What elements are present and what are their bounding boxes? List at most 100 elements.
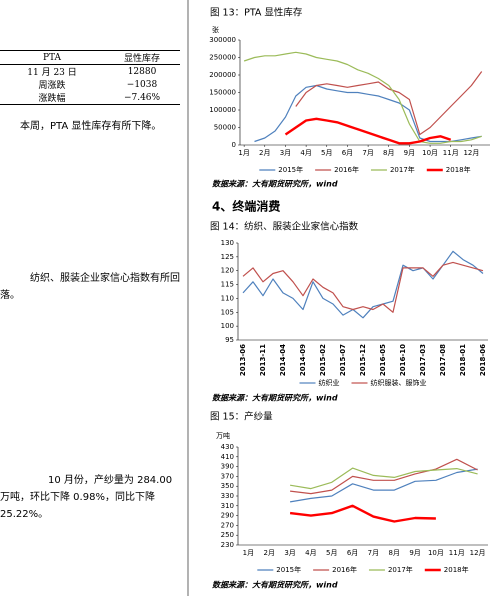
x-tick-label: 3月 — [284, 549, 295, 557]
x-tick-label: 7月 — [362, 149, 373, 157]
legend-label: 2017年 — [388, 565, 413, 574]
legend-label: 2015年 — [278, 165, 303, 174]
y-tick-label: 0 — [232, 141, 236, 149]
line — [284, 117, 452, 145]
x-tick-label: 2月 — [259, 149, 270, 157]
x-tick-label: 10月 — [422, 149, 438, 157]
line — [295, 71, 483, 136]
legend-label: 2017年 — [390, 165, 415, 174]
y-tick-label: 300000 — [209, 36, 236, 44]
x-tick-label: 6月 — [347, 549, 358, 557]
x-tick-label: 2月 — [264, 549, 275, 557]
legend-label: 纺织服装、服饰业 — [371, 378, 427, 387]
y-tick-label: 430 — [221, 443, 234, 451]
x-tick-label: 8月 — [383, 149, 394, 157]
y-tick-label: 250000 — [209, 54, 236, 62]
y-axis-label: 万吨 — [216, 431, 230, 440]
legend-label: 纺织业 — [319, 378, 340, 387]
inventory-table: PTA 显性库存 11 月 23 日 12880 周涨跌 −1038 涨跌幅 −7.46… — [0, 50, 180, 105]
legend-label: 2016年 — [334, 165, 359, 174]
line — [242, 261, 484, 313]
x-tick-label: 11月 — [443, 149, 459, 157]
cell: −1038 — [126, 79, 158, 90]
cell: 周涨跌 — [38, 81, 66, 91]
x-tick-label: 8月 — [389, 549, 400, 557]
x-tick-label: 2015-12 — [359, 344, 367, 376]
source-note: 数据来源：大有期货研究所，wind — [212, 180, 338, 189]
y-tick-label: 200000 — [209, 71, 236, 79]
x-tick-label: 4月 — [300, 149, 311, 157]
cell: 涨跌幅 — [0, 91, 105, 105]
y-tick-label: 410 — [221, 453, 234, 461]
y-tick-label: 50000 — [214, 124, 236, 132]
cell: 显性库存 — [104, 50, 180, 65]
y-tick-label: 105 — [221, 308, 234, 316]
source-note: 数据来源：大有期货研究所，wind — [212, 581, 338, 590]
y-tick-label: 120 — [221, 267, 234, 275]
x-tick-label: 3月 — [280, 149, 291, 157]
y-tick-label: 350 — [221, 482, 234, 490]
x-tick-label: 4月 — [305, 549, 316, 557]
x-tick-label: 2015-02 — [319, 344, 327, 376]
legend: 纺织业 纺织服装、服饰业 — [299, 378, 427, 387]
legend-label: 2015年 — [276, 565, 301, 574]
x-tick-label: 2018-01 — [459, 344, 467, 376]
y-tick-label: 310 — [221, 502, 234, 510]
x-tick-label: 2017-03 — [419, 344, 427, 376]
x-tick-label: 2014-04 — [279, 344, 287, 376]
line — [254, 84, 482, 143]
x-tick-label: 2015-07 — [339, 344, 347, 376]
cell: 12880 — [127, 66, 157, 77]
y-tick-label: 150000 — [209, 89, 236, 97]
line — [243, 51, 482, 144]
y-tick-label: 290 — [221, 512, 234, 520]
line — [290, 467, 478, 490]
y-tick-label: 330 — [221, 492, 234, 500]
x-tick-label: 6月 — [342, 149, 353, 157]
y-tick-label: 370 — [221, 472, 234, 480]
line — [290, 468, 478, 503]
y-tick-label: 390 — [221, 463, 234, 471]
x-tick-label: 7月 — [368, 549, 379, 557]
x-tick-label: 2016-10 — [399, 344, 407, 376]
line — [289, 504, 436, 523]
y-tick-label: 100000 — [209, 106, 236, 114]
legend: 2015年 2016年 2017年 2018年 — [257, 565, 469, 574]
paragraph: 纺织、服装企业家信心指数有所回落。 — [0, 273, 180, 301]
x-tick-label: 2014-09 — [299, 344, 307, 376]
x-tick-label: 5月 — [321, 149, 332, 157]
y-tick-label: 270 — [221, 521, 234, 529]
chart-title: 图 13：PTA 显性库存 — [210, 7, 303, 19]
y-tick-label: 110 — [221, 294, 234, 302]
x-tick-label: 1月 — [238, 149, 249, 157]
x-tick-label: 2013-06 — [239, 344, 247, 376]
y-tick-label: 95 — [225, 336, 234, 344]
x-tick-label: 2018-06 — [479, 344, 487, 376]
y-tick-label: 125 — [221, 253, 234, 261]
y-tick-label: 250 — [221, 531, 234, 539]
y-axis-label: 张 — [212, 25, 219, 34]
x-tick-label: 11月 — [449, 549, 465, 557]
cell: 11 月 23 日 — [27, 68, 77, 78]
line — [242, 250, 484, 319]
paragraph: 10 月份，产纱量为 284.00 万吨，环比下降 0.98%，同比下降 25.… — [0, 475, 173, 520]
y-tick-label: 230 — [221, 541, 234, 549]
chart-title: 图 14：纺织、服装企业家信心指数 — [210, 221, 359, 233]
y-tick-label: 100 — [221, 322, 234, 330]
x-tick-label: 2016-05 — [379, 344, 387, 376]
cell: −7.46% — [104, 91, 180, 105]
x-tick-label: 2013-11 — [259, 344, 267, 376]
line — [290, 458, 478, 495]
x-tick-label: 12月 — [470, 549, 486, 557]
y-tick-label: 130 — [221, 239, 234, 247]
source-note: 数据来源：大有期货研究所，wind — [212, 394, 338, 403]
x-tick-label: 2017-08 — [439, 344, 447, 376]
x-tick-label: 1月 — [243, 549, 254, 557]
x-tick-label: 5月 — [326, 549, 337, 557]
x-tick-label: 10月 — [428, 549, 444, 557]
x-tick-label: 9月 — [404, 149, 415, 157]
x-tick-label: 9月 — [409, 549, 420, 557]
legend-label: 2016年 — [332, 565, 357, 574]
legend: 2015年 2016年 2017年 2018年 — [259, 165, 471, 174]
